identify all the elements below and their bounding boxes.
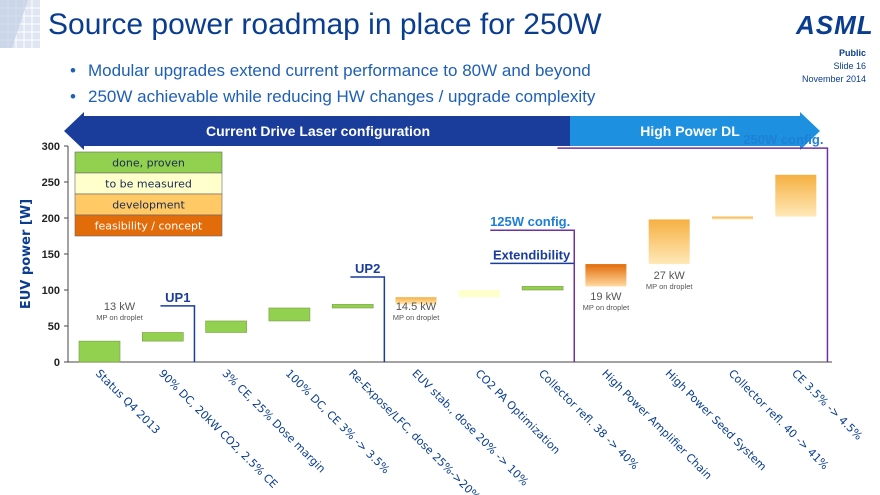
legend-label: feasibility / concept <box>95 220 203 233</box>
x-tick-label: High Power Seed System <box>663 367 769 473</box>
milestone-line <box>557 147 829 362</box>
bar-8 <box>585 264 627 287</box>
milestone-line <box>490 229 575 362</box>
milestone-line <box>160 305 196 362</box>
milestone-line <box>350 276 386 362</box>
legend-label: done, proven <box>112 157 185 170</box>
annotation-subtext: MP on droplet <box>96 313 143 322</box>
legend-label: to be measured <box>105 178 192 191</box>
bullet-list: Modular upgrades extend current performa… <box>70 58 595 110</box>
x-tick-label: Status Q4 2013 <box>93 367 163 437</box>
y-axis-title: EUV power [W] <box>19 199 34 309</box>
slide-number: Slide 16 <box>833 61 866 71</box>
y-tick-label: 150 <box>42 249 60 261</box>
milestone-label: UP1 <box>165 290 190 305</box>
milestone-label: 250W config. <box>743 132 823 147</box>
classification-label: Public <box>838 48 866 58</box>
bar-7 <box>521 286 564 291</box>
arrow-left-segment <box>64 112 570 150</box>
y-tick-label: 0 <box>54 357 60 369</box>
y-tick-label: 50 <box>48 321 60 333</box>
bullet-item: 250W achievable while reducing HW change… <box>70 84 595 110</box>
bar-0 <box>78 340 121 363</box>
bar-2 <box>205 320 247 333</box>
y-tick-label: 200 <box>42 213 60 225</box>
title-accent-icon <box>0 0 40 48</box>
y-tick-label: 300 <box>42 141 60 153</box>
bar-11 <box>775 174 817 217</box>
page-title: Source power roadmap in place for 250W <box>48 8 602 41</box>
bar-9 <box>648 219 690 265</box>
x-tick-label: Re-Expose/LFC, dose 25%->20% <box>346 367 483 495</box>
bar-5 <box>395 297 437 305</box>
x-tick-label: 3% CE, 25% Dose margin <box>219 367 328 476</box>
annotation-value: 27 kW <box>654 270 686 282</box>
milestone-line <box>490 262 575 362</box>
x-tick-label: EUV stab., dose 20% -> 10% <box>409 367 531 489</box>
annotation-subtext: MP on droplet <box>393 313 440 322</box>
annotation-value: 19 kW <box>590 291 622 303</box>
y-tick-label: 100 <box>42 285 60 297</box>
annotation-value: 13 kW <box>104 301 136 313</box>
bar-4 <box>331 304 374 309</box>
arrow-left-label: Current Drive Laser configuration <box>206 123 430 139</box>
asml-logo: ASML <box>796 10 874 40</box>
milestone-label: Extendibility <box>493 247 571 262</box>
annotation-subtext: MP on droplet <box>646 282 693 291</box>
milestone-label: 125W config. <box>490 214 570 229</box>
legend-swatch-feasibility <box>74 214 223 237</box>
x-tick-label: High Power Amplifier Chain <box>599 367 714 482</box>
x-tick-label: 100% DC, CE 3% -> 3.5% <box>283 367 392 476</box>
bullet-item: Modular upgrades extend current performa… <box>70 58 595 84</box>
bar-3 <box>268 307 311 322</box>
annotation-subtext: MP on droplet <box>583 303 630 312</box>
bar-6 <box>458 290 500 298</box>
x-tick-label: 90% DC, 20kW CO2, 2.5% CE <box>156 367 280 491</box>
annotation-value: 14.5 kW <box>396 301 437 313</box>
legend-label: development <box>112 199 185 212</box>
slide-date: November 2014 <box>801 74 866 84</box>
bar-10 <box>712 216 753 220</box>
milestone-label: UP2 <box>355 261 380 276</box>
bar-1 <box>142 332 184 342</box>
y-tick-label: 250 <box>42 177 60 189</box>
arrow-right-label: High Power DL <box>640 123 740 139</box>
arrow-right-segment <box>570 112 820 150</box>
